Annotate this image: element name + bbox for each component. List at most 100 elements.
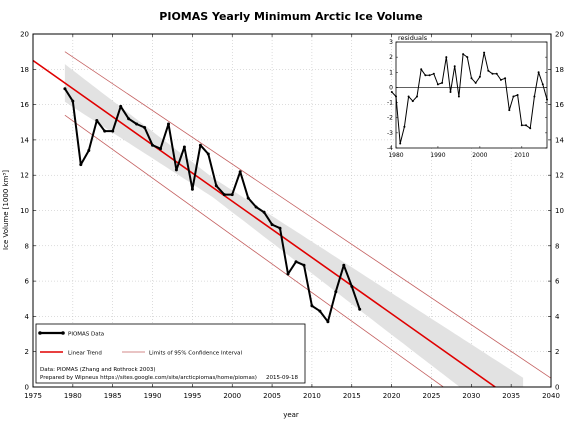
residual-point [457,95,460,98]
legend-item-piomas-data: PIOMAS Data [38,331,104,338]
residual-point [541,83,544,86]
data-point [326,320,330,324]
residual-point [428,74,431,77]
residual-point [453,65,456,68]
residual-point [504,77,507,80]
y-tick-label-right: 6 [555,278,560,286]
residual-point [420,68,423,71]
y-tick-label: 8 [25,242,29,250]
y-tick-label-right: 18 [555,66,564,74]
residuals-inset: 1980 1990 2000 2010 -4 -3 -2 -1 0 1 2 3 residuals [387,34,548,159]
residual-point [407,95,410,98]
inset-y-tick-label: 3 [389,39,393,46]
data-point [254,205,258,209]
residual-point [508,109,511,112]
data-point [246,196,250,200]
data-point [358,307,362,311]
residual-point [478,75,481,78]
residual-point [516,94,519,96]
data-point [103,129,107,133]
residual-points [390,51,548,145]
data-point [302,263,306,267]
y-tick-label-right: 12 [555,172,564,180]
data-point [159,147,162,151]
y-tick-label: 12 [20,172,29,180]
data-point [270,223,274,227]
residual-point [525,124,527,127]
y-tick-label: 20 [20,31,29,39]
inset-y-tick-label: 0 [389,84,393,91]
x-tick-label: 1995 [183,392,201,400]
inset-y-tick-label: -3 [387,130,393,137]
data-point [119,104,123,108]
data-point [167,122,170,126]
residual-point [411,100,414,103]
data-point [286,272,290,276]
data-point [79,163,83,167]
residual-point [445,56,448,59]
inset-x-tick-label: 1990 [430,152,445,159]
confidence-band [64,64,524,387]
inset-x-tick-label: 2010 [514,152,529,159]
y-tick-label-right: 4 [555,313,560,321]
legend-label-confidence-limits: Limits of 95% Confidence Interval [149,351,242,357]
inset-y-tick-label: -1 [387,100,393,107]
legend-item-linear-trend: Linear Trend [40,351,102,357]
data-point [230,193,234,197]
piomas-data-line [64,88,361,323]
inset-x-tick-label: 1980 [388,152,403,159]
y-tick-label: 2 [25,348,29,356]
residual-line [391,52,548,144]
y-tick-label: 16 [20,101,29,109]
y-tick-label: 4 [25,313,30,321]
data-point [198,143,202,147]
x-tick-label: 1985 [104,392,122,400]
residual-point [432,72,435,75]
residual-point [449,91,452,93]
linear-trend-line [32,59,496,388]
x-tick-label: 2025 [423,392,441,400]
x-tick-label: 2035 [502,392,520,400]
residual-point [474,81,477,84]
residual-point [483,51,486,54]
data-point [350,284,354,288]
y-tick-label-right: 0 [555,384,559,392]
residual-point [441,81,444,84]
inset-x-tick-label: 2000 [472,152,487,159]
chart-title: PIOMAS Yearly Minimum Arctic Ice Volume [159,10,422,23]
inset-y-tick-label: -2 [387,115,393,122]
x-axis-label: year [283,411,299,419]
y-tick-label: 18 [20,66,29,74]
legend-label-piomas-data: PIOMAS Data [68,332,104,338]
x-tick-label: 1990 [144,392,162,400]
residuals-title: residuals [398,34,428,42]
residual-point [403,125,406,128]
residual-point [499,78,502,81]
data-point [262,210,266,214]
series-lines [32,51,552,388]
data-point [111,129,115,133]
residual-point [520,124,523,127]
legend-label-linear-trend: Linear Trend [68,351,102,357]
data-point [135,122,139,126]
data-point [87,149,91,152]
y-tick-label: 0 [25,384,29,392]
residual-point [462,53,465,56]
y-tick-label-right: 20 [555,31,564,39]
data-point [174,168,178,172]
inset-frame [395,41,548,149]
residual-polyline [391,52,548,144]
legend-item-confidence-limits: Limits of 95% Confidence Interval [122,351,242,357]
x-tick-label: 2030 [462,392,480,400]
data-point [127,117,131,121]
residual-point [512,95,515,98]
residual-point [537,71,540,74]
x-tick-label: 2040 [542,392,560,400]
y-axis-label: Ice Volume [1000 km³] [2,170,10,250]
y-tick-label-right: 2 [555,348,559,356]
data-point [95,119,99,122]
date-note: 2015-09-18 [266,375,298,381]
x-tick-label: 2010 [303,392,321,400]
